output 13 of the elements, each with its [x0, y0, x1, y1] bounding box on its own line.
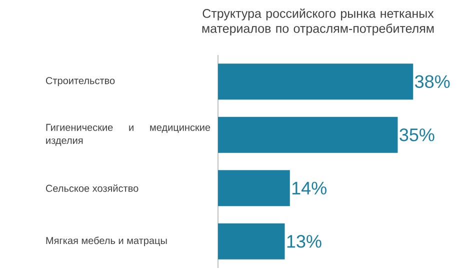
y-tick-label: Мягкая мебель и матрацы — [46, 236, 167, 246]
bar — [218, 116, 398, 153]
y-tick-label: Строительство — [46, 77, 115, 86]
bar — [218, 223, 285, 260]
data-label: 13% — [287, 235, 322, 248]
chart-title: Структура российского рынка нетканых материалов по отраслям-потребителям — [202, 8, 434, 36]
data-label: 14% — [292, 182, 326, 194]
bar — [218, 64, 414, 100]
data-label: 35% — [400, 128, 434, 142]
data-label: 38% — [415, 75, 450, 88]
bar — [218, 170, 290, 206]
y-tick-label: Гигиенические и медицинские изделия — [46, 124, 210, 146]
y-tick-label: Сельское хозяйство — [46, 184, 138, 192]
